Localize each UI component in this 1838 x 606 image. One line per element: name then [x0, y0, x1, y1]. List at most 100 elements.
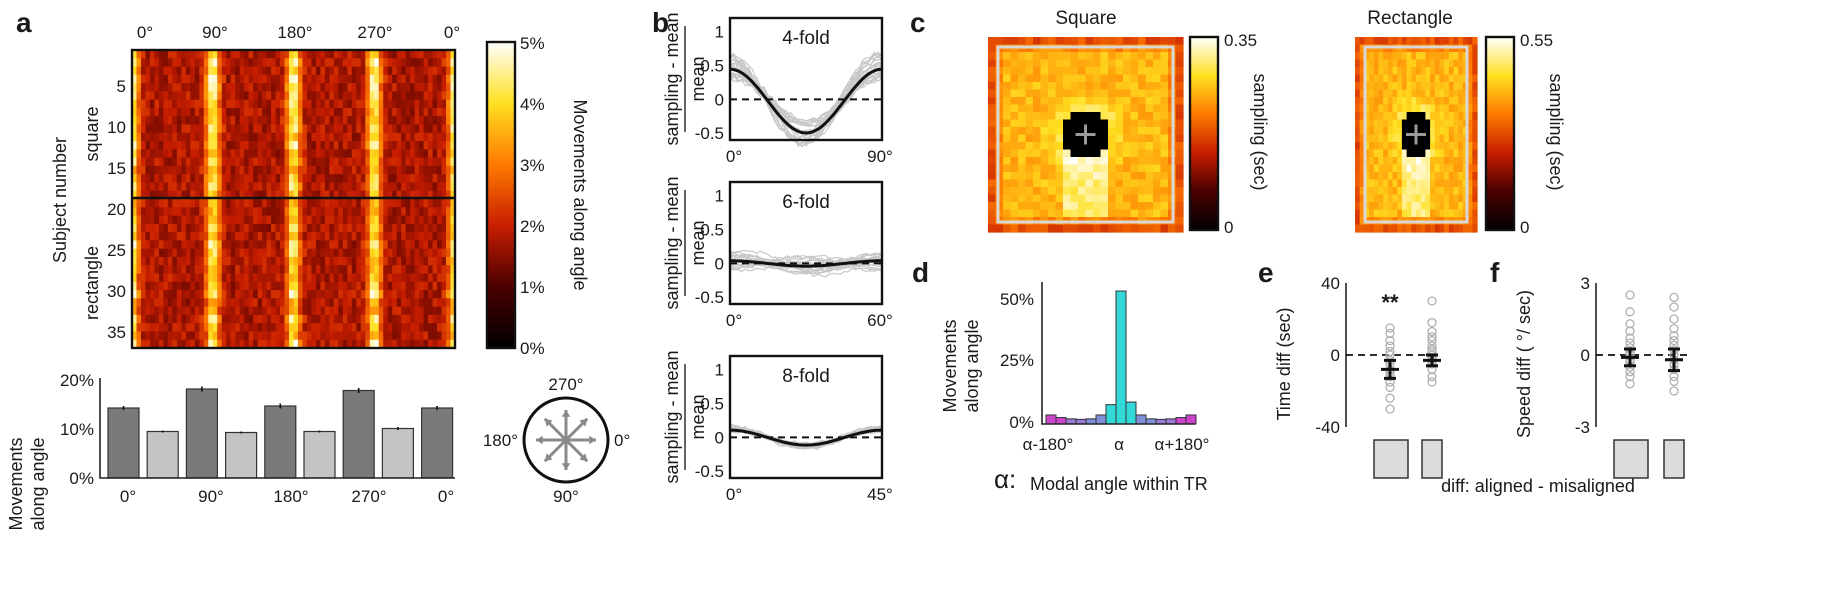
heat-cell: [324, 207, 330, 217]
map-cell: [1420, 149, 1426, 158]
heat-cell: [383, 306, 389, 316]
e-square-icon: [1373, 439, 1409, 479]
heat-cell: [446, 174, 452, 184]
map-cell: [1392, 37, 1398, 46]
map-cell: [1439, 52, 1445, 61]
map-cell: [988, 157, 997, 166]
heat-cell: [289, 199, 295, 208]
heat-cell: [441, 74, 447, 84]
heat-cell: [441, 99, 447, 109]
map-cell: [1355, 59, 1361, 68]
heat-cell: [284, 248, 290, 258]
map-cell: [1458, 59, 1464, 68]
f-ylabel: Speed diff ( °/ sec): [1514, 290, 1534, 438]
heat-cell: [248, 141, 254, 150]
heat-cell: [172, 339, 178, 349]
heat-cell: [414, 124, 420, 134]
heat-cell: [432, 66, 438, 76]
heat-cell: [280, 66, 286, 76]
heat-cell: [221, 74, 227, 84]
heat-cell: [432, 74, 438, 84]
map-cell: [1085, 224, 1094, 233]
panel-label-b: b: [652, 7, 669, 38]
map-cell: [1453, 127, 1459, 136]
heat-cell: [275, 66, 281, 76]
heat-cell: [396, 199, 402, 208]
map-cell: [1063, 104, 1072, 113]
heat-cell: [289, 265, 295, 275]
map-cell: [1439, 59, 1445, 68]
heat-cell: [320, 273, 326, 283]
heat-cell: [293, 132, 299, 142]
heat-cell: [419, 91, 425, 101]
heat-cell: [154, 66, 160, 76]
heat-cell: [450, 331, 456, 341]
heat-cell: [284, 157, 290, 167]
panel-label-f: f: [1490, 257, 1500, 288]
heat-cell: [181, 331, 187, 341]
a-top-tick-270: 270°: [357, 23, 392, 42]
heat-cell: [405, 83, 411, 92]
heat-cell: [244, 157, 250, 167]
map-cell: [1378, 44, 1384, 53]
heat-cell: [320, 290, 326, 299]
map-cell: [1467, 209, 1473, 218]
heat-cell: [360, 223, 366, 233]
b-ytick: -0.5: [695, 288, 724, 307]
map-cell: [1093, 44, 1102, 53]
heat-cell: [248, 91, 254, 101]
map-cell: [1108, 67, 1117, 76]
map-cell: [1378, 164, 1384, 173]
heat-cell: [342, 141, 348, 150]
b-mean-curve: [730, 259, 882, 268]
heat-cell: [239, 199, 245, 208]
heat-cell: [347, 190, 353, 200]
map-cell: [988, 187, 997, 196]
heat-cell: [450, 281, 456, 291]
map-cell: [1444, 209, 1450, 218]
heat-cell: [441, 298, 447, 308]
heat-cell: [437, 132, 443, 142]
heat-cell: [212, 314, 218, 324]
heat-cell: [329, 306, 335, 316]
map-cell: [988, 104, 997, 113]
map-cell: [1025, 89, 1034, 98]
map-cell: [1373, 187, 1380, 196]
a-ytick-20: 20: [107, 200, 126, 219]
map-cell: [1130, 187, 1139, 196]
heat-cell: [194, 306, 200, 316]
map-cell: [1115, 134, 1124, 143]
heat-cell: [253, 323, 259, 333]
heat-cell: [446, 107, 452, 117]
map-cell: [1070, 179, 1079, 188]
heat-cell: [410, 157, 416, 167]
map-cell: [1115, 179, 1124, 188]
heat-cell: [419, 74, 425, 84]
map-cell: [1434, 112, 1441, 121]
heat-cell: [226, 107, 232, 117]
heat-cell: [190, 132, 196, 142]
map-cell: [1434, 59, 1441, 68]
map-cell: [1040, 127, 1049, 136]
heat-cell: [387, 50, 393, 59]
heat-cell: [374, 323, 380, 333]
heat-cell: [365, 339, 371, 349]
heat-cell: [194, 331, 200, 341]
heat-cell: [158, 199, 165, 208]
map-cell: [1160, 127, 1169, 136]
map-cell: [1138, 89, 1147, 98]
heat-cell: [347, 58, 353, 68]
heat-cell: [369, 240, 375, 250]
heat-cell: [230, 91, 236, 101]
heat-cell: [446, 149, 452, 159]
heat-cell: [280, 174, 286, 184]
map-cell: [1003, 142, 1012, 151]
heat-cell: [158, 83, 165, 92]
heat-cell: [203, 273, 209, 283]
map-cell: [1472, 67, 1478, 76]
heat-cell: [253, 281, 259, 291]
a-cb-0: 0%: [520, 339, 545, 358]
heat-cell: [235, 273, 241, 283]
map-cell: [1369, 134, 1375, 143]
map-cell: [1411, 119, 1417, 128]
